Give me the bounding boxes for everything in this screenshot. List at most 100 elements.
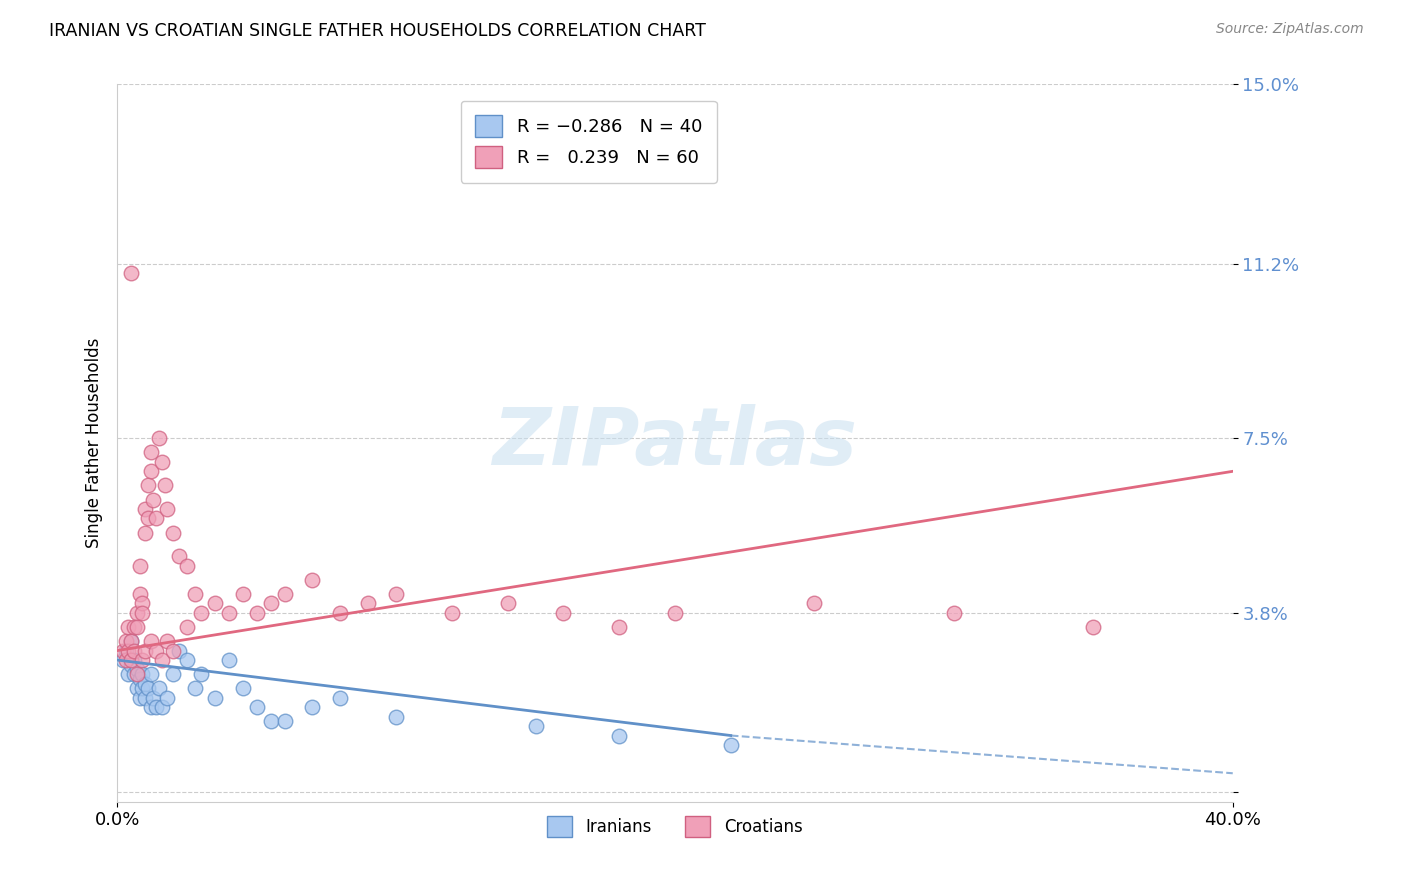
Point [190, 667, 212, 681]
Point [134, 525, 156, 540]
Point [385, 709, 408, 723]
Point [607, 620, 630, 634]
Point [156, 502, 179, 516]
Point [134, 643, 156, 657]
Y-axis label: Single Father Households: Single Father Households [86, 338, 103, 549]
Point [607, 729, 630, 743]
Point [145, 700, 167, 714]
Point [184, 681, 207, 696]
Point [125, 606, 148, 620]
Point [176, 653, 198, 667]
Point [136, 478, 159, 492]
Point [142, 690, 165, 705]
Point [125, 667, 148, 681]
Point [139, 700, 162, 714]
Point [218, 606, 240, 620]
Point [128, 690, 150, 705]
Point [142, 492, 165, 507]
Point [156, 690, 179, 705]
Point [259, 596, 281, 610]
Point [232, 587, 254, 601]
Point [153, 478, 176, 492]
Point [329, 606, 352, 620]
Point [720, 738, 742, 752]
Point [357, 596, 380, 610]
Point [131, 681, 153, 696]
Point [150, 455, 173, 469]
Point [204, 690, 226, 705]
Point [114, 634, 136, 648]
Point [1083, 620, 1105, 634]
Point [111, 643, 134, 657]
Point [125, 620, 148, 634]
Point [803, 596, 825, 610]
Point [139, 464, 162, 478]
Text: Source: ZipAtlas.com: Source: ZipAtlas.com [1216, 22, 1364, 37]
Point [120, 634, 142, 648]
Point [190, 606, 212, 620]
Point [273, 714, 295, 729]
Point [117, 667, 139, 681]
Point [125, 663, 148, 677]
Point [232, 681, 254, 696]
Point [122, 653, 145, 667]
Point [125, 681, 148, 696]
Point [139, 445, 162, 459]
Point [122, 667, 145, 681]
Point [145, 511, 167, 525]
Point [176, 620, 198, 634]
Point [128, 558, 150, 573]
Point [156, 634, 179, 648]
Point [131, 606, 153, 620]
Point [167, 643, 190, 657]
Point [664, 606, 686, 620]
Point [162, 667, 184, 681]
Point [496, 596, 519, 610]
Point [145, 643, 167, 657]
Point [150, 653, 173, 667]
Point [167, 549, 190, 564]
Point [114, 653, 136, 667]
Point [176, 558, 198, 573]
Point [148, 431, 170, 445]
Point [122, 620, 145, 634]
Point [301, 573, 323, 587]
Point [329, 690, 352, 705]
Point [301, 700, 323, 714]
Point [440, 606, 463, 620]
Point [942, 606, 965, 620]
Point [117, 620, 139, 634]
Point [524, 719, 547, 733]
Point [162, 525, 184, 540]
Point [139, 634, 162, 648]
Text: ZIPatlas: ZIPatlas [492, 404, 858, 482]
Point [259, 714, 281, 729]
Point [131, 653, 153, 667]
Point [134, 502, 156, 516]
Point [120, 657, 142, 672]
Point [385, 587, 408, 601]
Legend: Iranians, Croatians: Iranians, Croatians [541, 810, 810, 844]
Point [120, 634, 142, 648]
Point [184, 587, 207, 601]
Point [162, 643, 184, 657]
Point [246, 700, 269, 714]
Point [150, 700, 173, 714]
Point [246, 606, 269, 620]
Point [131, 667, 153, 681]
Point [111, 653, 134, 667]
Text: IRANIAN VS CROATIAN SINGLE FATHER HOUSEHOLDS CORRELATION CHART: IRANIAN VS CROATIAN SINGLE FATHER HOUSEH… [49, 22, 706, 40]
Point [148, 681, 170, 696]
Point [204, 596, 226, 610]
Point [128, 587, 150, 601]
Point [122, 643, 145, 657]
Point [114, 643, 136, 657]
Point [131, 596, 153, 610]
Point [139, 667, 162, 681]
Point [120, 653, 142, 667]
Point [134, 676, 156, 690]
Point [120, 266, 142, 280]
Point [136, 511, 159, 525]
Point [273, 587, 295, 601]
Point [218, 653, 240, 667]
